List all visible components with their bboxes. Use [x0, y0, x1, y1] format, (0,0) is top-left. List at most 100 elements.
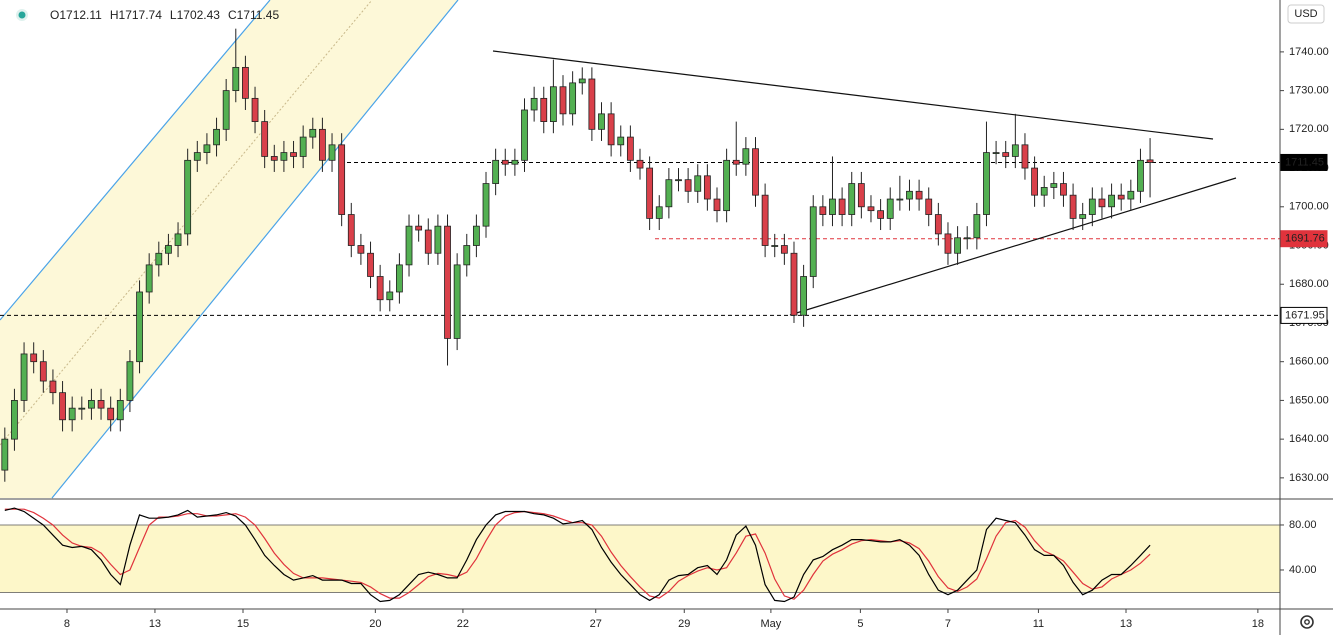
candle-body: [665, 179, 673, 208]
oscillator-line: [4, 508, 1151, 600]
candle-body: [549, 86, 557, 122]
y-tick-label: 1700.00: [1289, 201, 1329, 213]
candle-body: [251, 97, 259, 122]
candle-body: [521, 109, 528, 161]
candle-body: [954, 237, 961, 254]
candle-body: [530, 97, 538, 111]
candle-body: [309, 128, 317, 138]
label: H: [110, 8, 119, 22]
candle-body: [598, 113, 605, 130]
candle-body: [30, 353, 38, 363]
candle-body: [732, 159, 740, 165]
candle-body: [1108, 194, 1115, 208]
candle-body: [415, 225, 423, 231]
gear-ring[interactable]: [1300, 615, 1314, 629]
candle-body: [819, 206, 827, 215]
candle-body: [386, 291, 394, 301]
label: L: [170, 8, 177, 22]
candle-body: [607, 113, 615, 146]
stochastic-pane: [0, 507, 1280, 603]
candle-body: [49, 380, 57, 394]
gear-hub[interactable]: [1304, 619, 1310, 625]
channel-midline: [0, 0, 373, 446]
label: O: [50, 8, 59, 22]
candle-body: [790, 252, 798, 316]
y-tick-label: 1720.00: [1289, 123, 1329, 135]
candle-body: [88, 400, 95, 409]
candle-body: [395, 264, 403, 293]
candle-body: [983, 152, 990, 215]
x-tick-label: 18: [1252, 618, 1264, 630]
candle-body: [915, 190, 923, 200]
candle-body: [319, 128, 326, 161]
candle-body: [444, 225, 451, 339]
candle-body: [569, 82, 577, 115]
candle-body: [684, 179, 692, 192]
candles: [1, 28, 1154, 482]
y-tick-label: 1740.00: [1289, 46, 1329, 58]
candle-body: [482, 183, 490, 227]
candle-body: [145, 264, 153, 293]
candle-body: [944, 233, 952, 254]
y-tick-label: 1630.00: [1289, 472, 1329, 484]
band: [0, 524, 1280, 593]
candle-body: [867, 206, 875, 212]
x-tick-label: 13: [149, 618, 161, 630]
level-label: 1711.45: [1285, 156, 1324, 168]
currency[interactable]: USD: [1294, 8, 1317, 20]
candle-body: [1011, 144, 1019, 157]
candle-body: [501, 159, 509, 165]
candle-body: [20, 353, 28, 401]
candle-body: [934, 214, 942, 235]
settings-icon[interactable]: [1300, 615, 1314, 629]
candle-body: [886, 198, 894, 219]
x-tick-label: 20: [369, 618, 381, 630]
level-label-box: [1280, 230, 1328, 248]
level-label: 1671.95: [1285, 309, 1325, 321]
candle-body: [213, 128, 220, 146]
candle-body: [347, 214, 355, 246]
candle-body: [97, 400, 105, 409]
y-tick-label: 80.00: [1289, 519, 1317, 531]
candle-body: [848, 183, 856, 215]
candle-body: [675, 179, 682, 182]
x-tick-label: 13: [1120, 618, 1132, 630]
candle-body: [1, 438, 9, 471]
candle-body: [925, 198, 933, 215]
candle-body: [838, 198, 846, 215]
y-tick-label: 1640.00: [1289, 433, 1329, 445]
candle-body: [11, 400, 18, 440]
candle-body: [39, 361, 47, 382]
candle-body: [780, 245, 788, 254]
y-tick-label: 1680.00: [1289, 278, 1329, 290]
candle-body: [896, 198, 904, 201]
candle-body: [761, 194, 769, 246]
candle-body: [1040, 187, 1048, 196]
candle-body: [973, 214, 981, 239]
candle-body: [1060, 183, 1067, 196]
candle-body: [1088, 198, 1096, 215]
candle-body: [376, 276, 384, 301]
candle-body: [1021, 144, 1029, 169]
candle-body: [126, 361, 134, 401]
candle-body: [646, 167, 654, 219]
x-tick-label: 15: [237, 618, 249, 630]
candle-body: [367, 252, 374, 277]
currency-box[interactable]: [1287, 4, 1325, 24]
candle-body: [617, 136, 625, 146]
value: 1711.45: [237, 8, 280, 22]
x-tick-label: 29: [678, 618, 690, 630]
x-tick-label: 27: [590, 618, 602, 630]
candle-body: [829, 198, 836, 215]
candle-body: [136, 291, 143, 363]
level-label: 1691.76: [1285, 233, 1325, 245]
candle-body: [703, 175, 711, 200]
candle-body: [1031, 167, 1038, 196]
candle-body: [1050, 183, 1058, 188]
candle-body: [357, 245, 365, 254]
x-tick-label: 8: [64, 618, 70, 630]
label: C: [228, 8, 237, 22]
candle-body: [1069, 194, 1077, 219]
candle-body: [232, 66, 240, 92]
